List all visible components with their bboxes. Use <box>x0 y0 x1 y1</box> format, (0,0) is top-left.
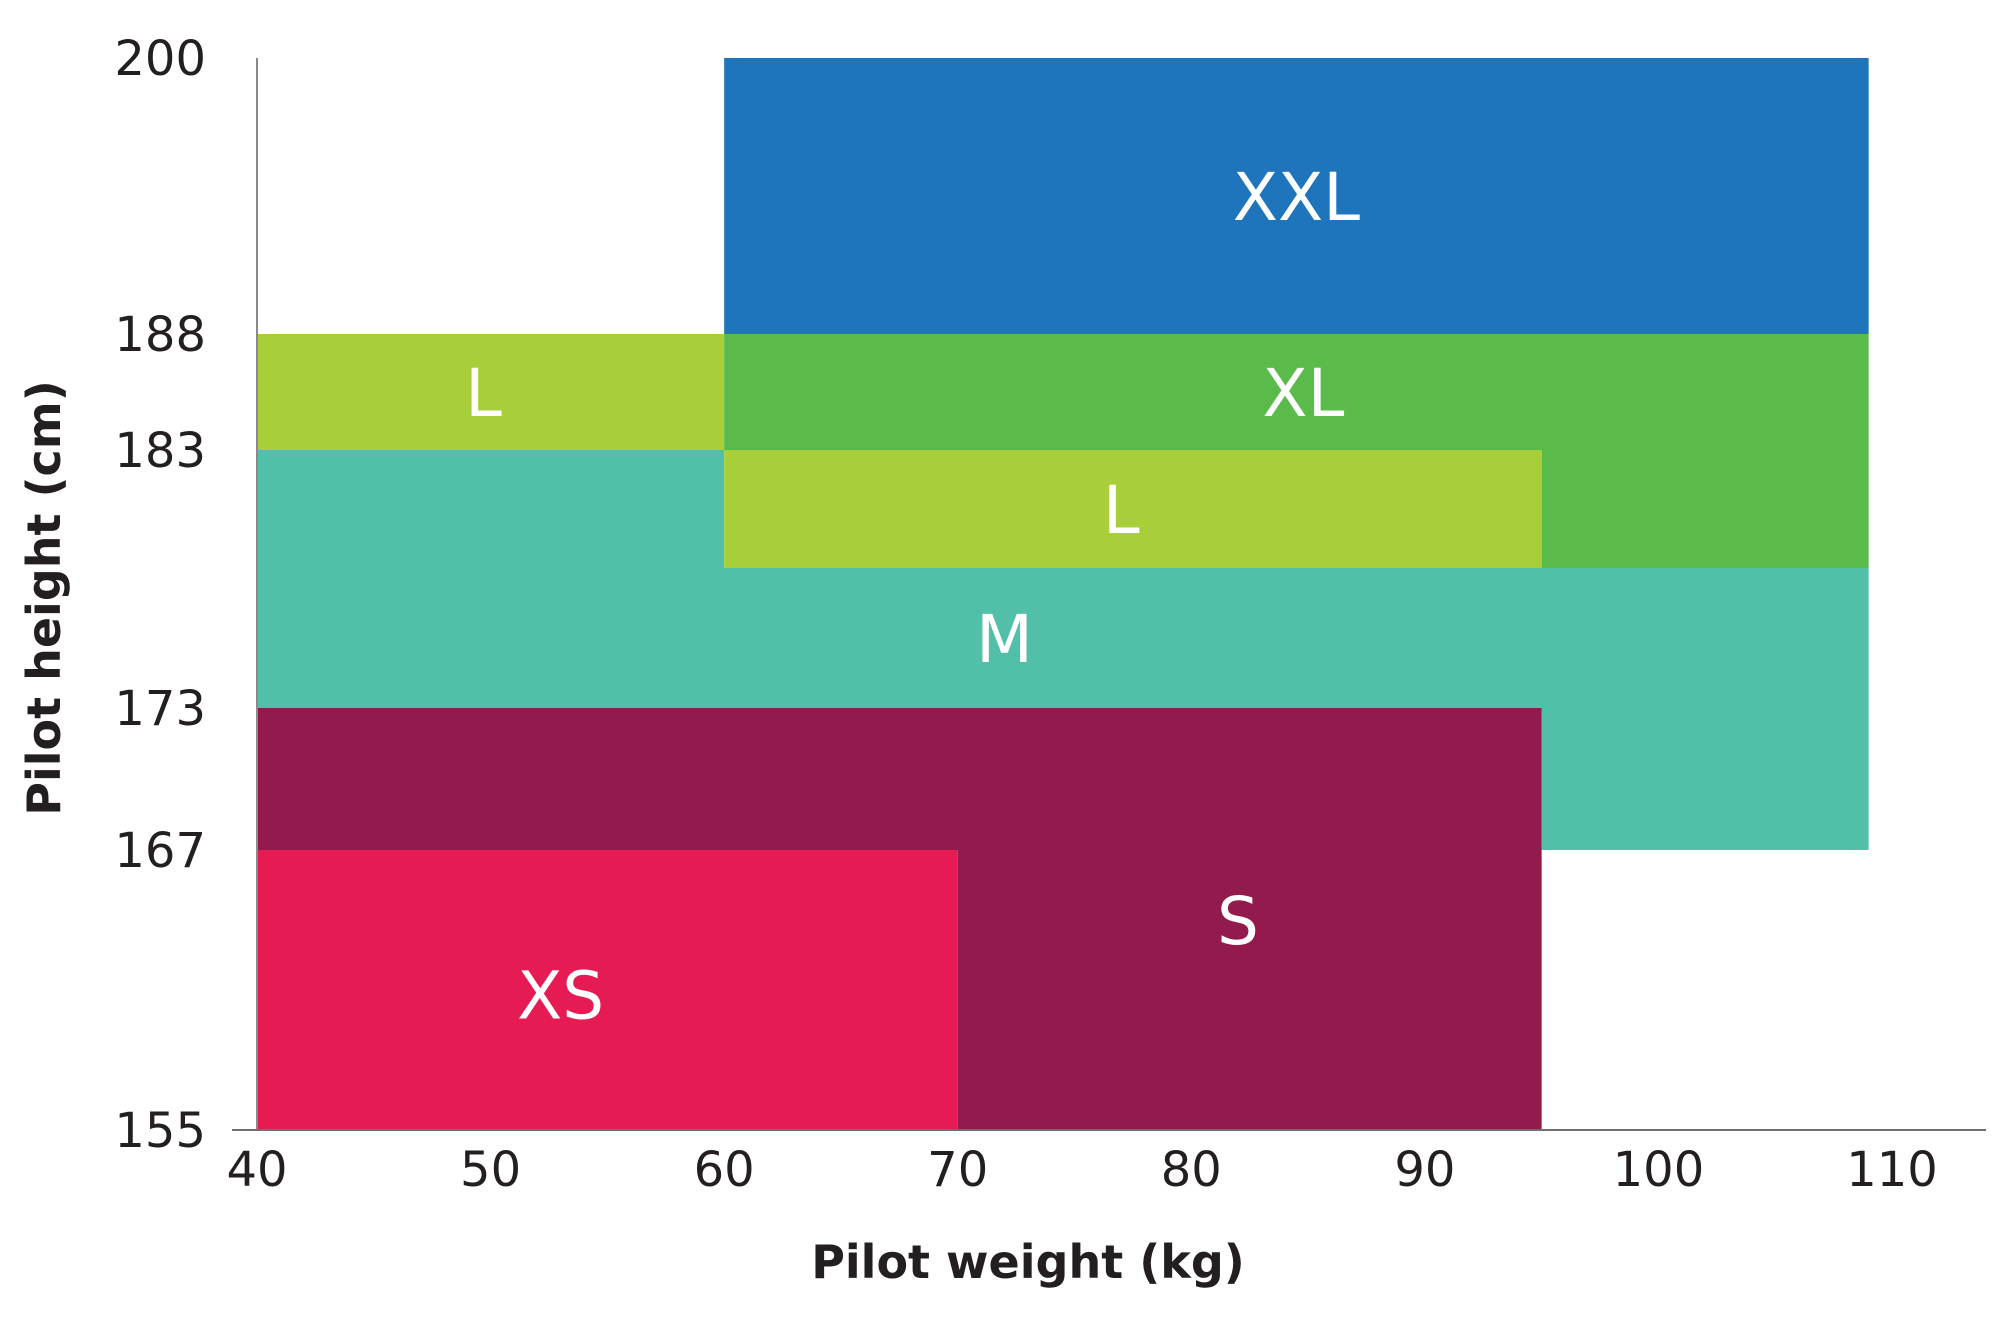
size-zones <box>257 58 1869 1130</box>
x-tick-label: 70 <box>927 1142 988 1198</box>
zone-xxl-6 <box>724 58 1869 334</box>
zone-xs-2 <box>257 850 958 1130</box>
axes <box>232 58 1986 1131</box>
zone-label-l: L <box>1103 472 1140 549</box>
x-axis-title: Pilot weight (kg) <box>811 1235 1245 1289</box>
x-tick-label: 110 <box>1846 1142 1938 1198</box>
zone-label-xl: XL <box>1262 355 1344 432</box>
zone-s-1 <box>257 708 1542 1130</box>
y-tick-label: 173 <box>114 681 206 737</box>
zone-l-5 <box>724 450 1542 568</box>
x-tick-label: 100 <box>1613 1142 1705 1198</box>
zone-label-m: M <box>976 601 1033 678</box>
zone-m-0 <box>257 450 1869 850</box>
x-tick-label: 80 <box>1161 1142 1222 1198</box>
y-axis-title: Pilot height (cm) <box>17 380 71 816</box>
zone-l-3 <box>257 334 725 450</box>
tick-labels: 40 50 60 70 80 90 100 110 155 167 173 183 188 200 <box>114 31 1937 1198</box>
y-tick-label: 188 <box>114 307 206 363</box>
zone-label-l: L <box>465 355 502 432</box>
zone-label-s: S <box>1217 883 1259 960</box>
x-tick-label: 60 <box>694 1142 755 1198</box>
y-tick-label: 183 <box>114 423 206 479</box>
y-tick-label: 167 <box>114 823 206 879</box>
zone-label-xs: XS <box>517 958 604 1035</box>
x-tick-label: 90 <box>1394 1142 1455 1198</box>
zone-xl-4 <box>724 334 1869 568</box>
x-tick-label: 50 <box>460 1142 521 1198</box>
y-tick-label: 155 <box>114 1103 206 1159</box>
zone-label-xxl: XXL <box>1233 159 1360 236</box>
x-tick-label: 40 <box>226 1142 287 1198</box>
y-tick-label: 200 <box>114 31 206 87</box>
